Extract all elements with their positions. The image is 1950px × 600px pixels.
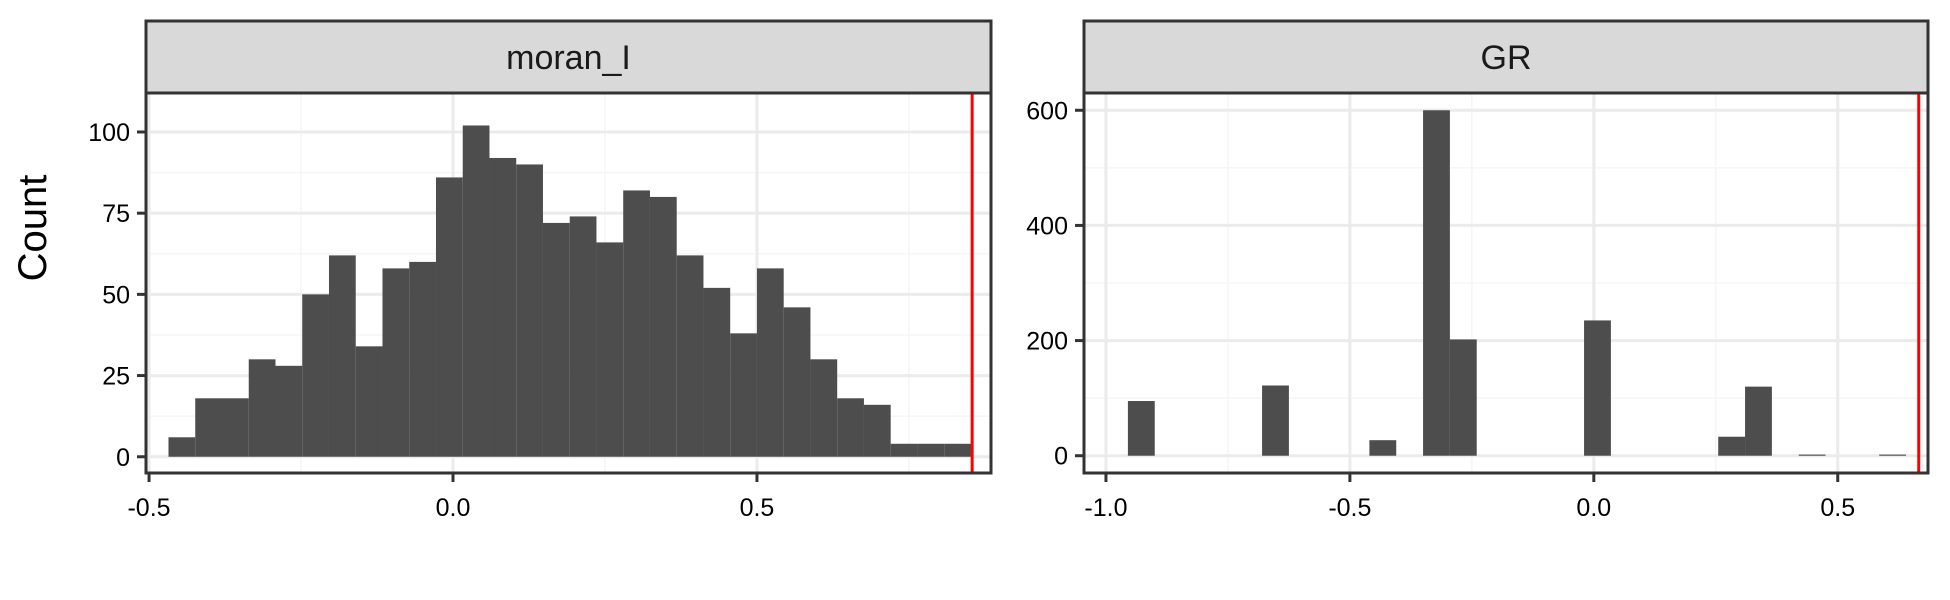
- y-tick-label: 400: [1026, 212, 1068, 240]
- histogram-bar: [623, 190, 650, 457]
- histogram-bar: [1127, 401, 1155, 456]
- y-axis-label: Count: [11, 175, 55, 282]
- histogram-bar: [837, 398, 864, 457]
- x-tick-label: -0.5: [127, 494, 170, 522]
- y-tick-label: 75: [102, 200, 130, 228]
- histogram-bar: [1423, 110, 1450, 456]
- histogram-bar: [810, 359, 838, 457]
- y-tick-label: 50: [102, 281, 130, 309]
- histogram-bar: [783, 307, 811, 457]
- histogram-bar: [676, 255, 704, 457]
- histogram-bar: [917, 443, 945, 457]
- histogram-bar: [890, 443, 918, 457]
- histogram-bar: [302, 294, 329, 457]
- histogram-bar: [355, 346, 383, 457]
- facet-strip: [1082, 19, 1930, 95]
- histogram-bar: [409, 261, 436, 457]
- x-tick-label: 0.5: [1820, 494, 1855, 522]
- y-tick-label: 0: [116, 444, 130, 472]
- histogram-bar: [569, 216, 597, 457]
- x-tick-label: -1.0: [1084, 494, 1127, 522]
- histogram-bars: [1127, 110, 1907, 456]
- histogram-bar: [730, 333, 757, 457]
- panel-GR: GR -1.0 -0.5 0.0 0.5 0 200 400 600: [1026, 19, 1930, 522]
- histogram-bar: [221, 398, 249, 457]
- histogram-bar: [944, 443, 971, 457]
- x-tick-label: 0.0: [1576, 494, 1611, 522]
- histogram-bar: [1449, 339, 1477, 456]
- histogram-bar: [248, 359, 276, 457]
- histogram-bar: [168, 437, 196, 457]
- histogram-bar: [462, 125, 490, 457]
- histogram-bar: [195, 398, 222, 457]
- y-tick-label: 200: [1026, 328, 1068, 356]
- histogram-bar: [596, 242, 624, 457]
- histogram-bar: [542, 222, 570, 457]
- histogram-bar: [382, 268, 410, 457]
- y-tick-label: 100: [88, 119, 130, 147]
- histogram-bar: [1262, 385, 1289, 456]
- histogram-bar: [435, 177, 463, 457]
- histogram-bar: [863, 404, 891, 457]
- histogram-bar: [1798, 454, 1826, 456]
- histogram-bar: [1584, 320, 1611, 456]
- x-tick-label: 0.5: [740, 494, 775, 522]
- histogram-bar: [756, 268, 784, 457]
- histogram-bar: [275, 365, 303, 457]
- y-tick-label: 25: [102, 363, 130, 391]
- histogram-bars: [168, 125, 971, 457]
- x-tick-label: -0.5: [1328, 494, 1371, 522]
- x-tick-label: 0.0: [436, 494, 471, 522]
- facet-strip-label: GR: [1481, 39, 1532, 77]
- panel-moran_I: moran_I -0.5 0.0 0.5 0 25 50 75 100: [88, 19, 993, 522]
- facet-panels: moran_I -0.5 0.0 0.5 0 25 50 75 100 GR -1.0 -0.5 0.0…: [88, 19, 1930, 522]
- y-tick-label: 600: [1026, 97, 1068, 125]
- histogram-bar: [328, 255, 356, 457]
- y-tick-label: 0: [1054, 443, 1068, 471]
- histogram-bar: [649, 196, 677, 457]
- histogram-bar: [703, 287, 731, 457]
- histogram-bar: [489, 157, 517, 457]
- histogram-bar: [1745, 386, 1772, 456]
- histogram-bar: [516, 164, 543, 457]
- facet-strip: [144, 19, 993, 95]
- histogram-bar: [1879, 454, 1907, 456]
- facet-strip-label: moran_I: [506, 39, 631, 77]
- histogram-bar: [1369, 440, 1397, 456]
- histogram-bar: [1718, 436, 1746, 456]
